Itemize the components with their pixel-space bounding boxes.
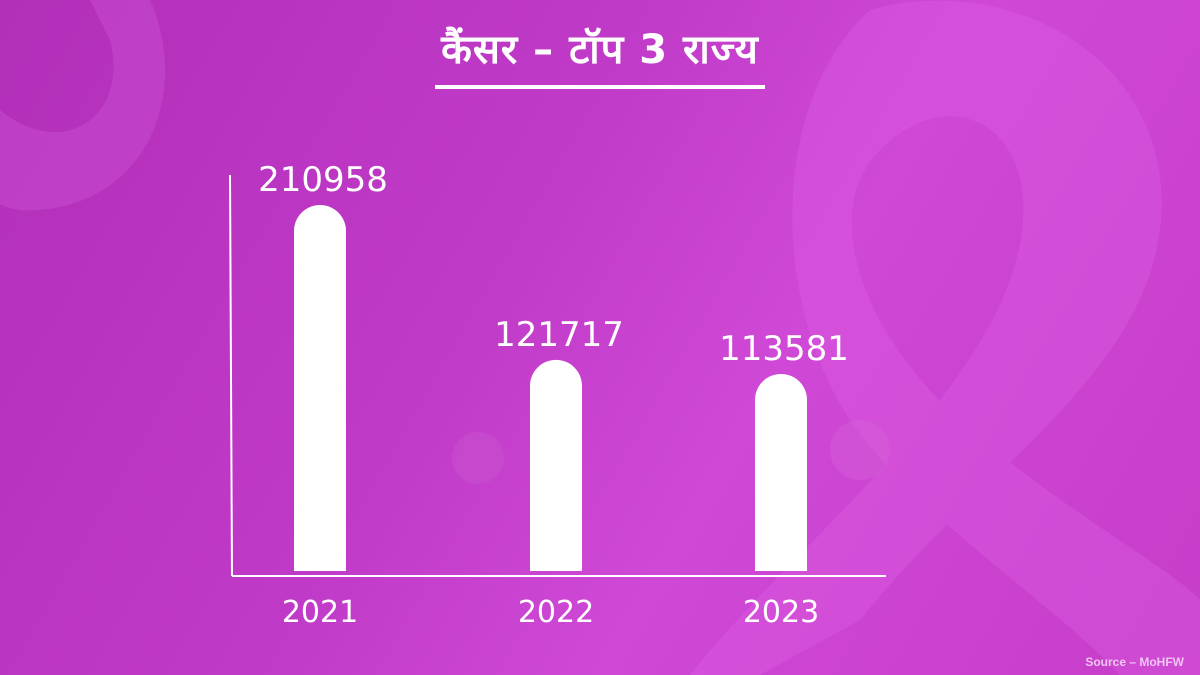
value-label-2021: 210958 <box>258 160 388 200</box>
source-note: Source – MoHFW <box>1085 655 1184 669</box>
bars-layer <box>294 205 807 571</box>
value-label-2023: 113581 <box>719 329 849 369</box>
category-label-2022: 2022 <box>518 595 594 630</box>
labels-layer: 210958 2021 121717 2022 113581 2023 <box>258 160 849 630</box>
bar-2021 <box>294 205 346 571</box>
bar-2023 <box>755 373 807 571</box>
bar-2022 <box>530 359 582 571</box>
value-label-2022: 121717 <box>494 315 624 355</box>
category-label-2023: 2023 <box>743 595 819 630</box>
chart-title: कैंसर – टॉप 3 राज्य <box>435 20 765 89</box>
y-axis-line <box>229 174 233 577</box>
category-label-2021: 2021 <box>282 595 358 630</box>
